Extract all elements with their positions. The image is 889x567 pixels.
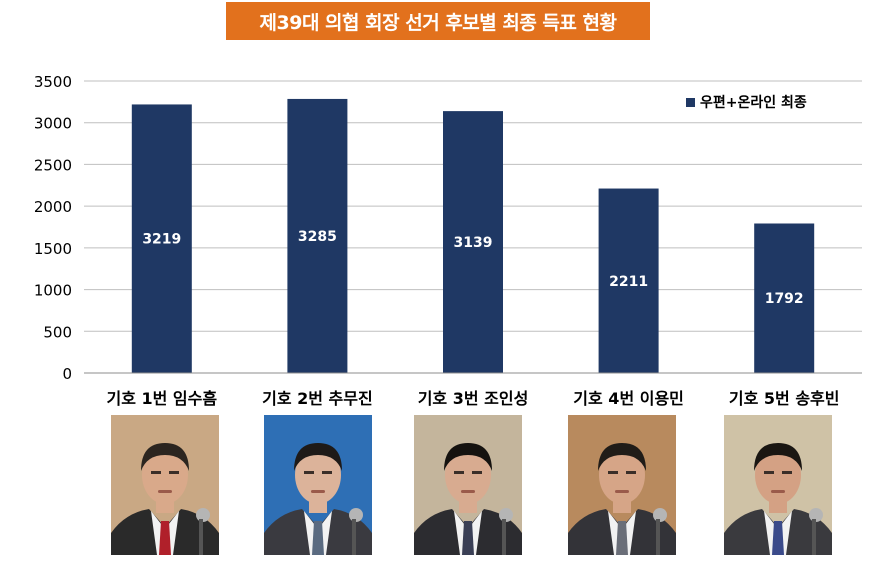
bar-data-label: 2211 bbox=[609, 274, 648, 290]
x-category-label: 기호 4번 이용민 bbox=[573, 389, 684, 408]
y-tick-label: 2000 bbox=[34, 198, 72, 216]
candidate-photo bbox=[414, 415, 522, 555]
candidate-photo bbox=[724, 415, 832, 555]
candidate-photo bbox=[264, 415, 372, 555]
y-tick-label: 500 bbox=[43, 323, 72, 341]
bar bbox=[131, 104, 192, 374]
bar-data-label: 3139 bbox=[454, 235, 493, 251]
bar-data-label: 3219 bbox=[142, 232, 181, 248]
y-tick-label: 0 bbox=[62, 365, 72, 383]
bar-chart: 0 500 1000 1500 2000 2500 3000 3500 3219 기호 1번 임수… bbox=[34, 73, 862, 408]
chart-title-box: 제39대 의협 회장 선거 후보별 최종 득표 현황 bbox=[226, 2, 650, 40]
x-category-label: 기호 3번 조인성 bbox=[418, 389, 529, 408]
y-tick-label: 1000 bbox=[34, 282, 72, 300]
y-tick-label: 3500 bbox=[34, 73, 72, 91]
bar bbox=[443, 111, 503, 374]
bar bbox=[287, 98, 348, 374]
y-tick-label: 3000 bbox=[34, 115, 72, 133]
legend-swatch bbox=[686, 98, 695, 107]
bar-data-label: 1792 bbox=[765, 291, 804, 307]
bar bbox=[754, 223, 815, 373]
y-tick-label: 1500 bbox=[34, 240, 72, 258]
legend-label: 우편+온라인 최종 bbox=[700, 94, 807, 111]
x-category-label: 기호 2번 추무진 bbox=[262, 389, 373, 408]
chart-title: 제39대 의협 회장 선거 후보별 최종 득표 현황 bbox=[259, 11, 617, 34]
candidate-photo bbox=[568, 415, 676, 555]
bar-data-label: 3285 bbox=[298, 229, 337, 245]
x-category-label: 기호 5번 송후빈 bbox=[729, 389, 840, 408]
y-tick-label: 2500 bbox=[34, 156, 72, 174]
x-category-label: 기호 1번 임수흠 bbox=[107, 389, 218, 408]
bar bbox=[598, 188, 659, 373]
candidate-photo bbox=[111, 415, 219, 555]
